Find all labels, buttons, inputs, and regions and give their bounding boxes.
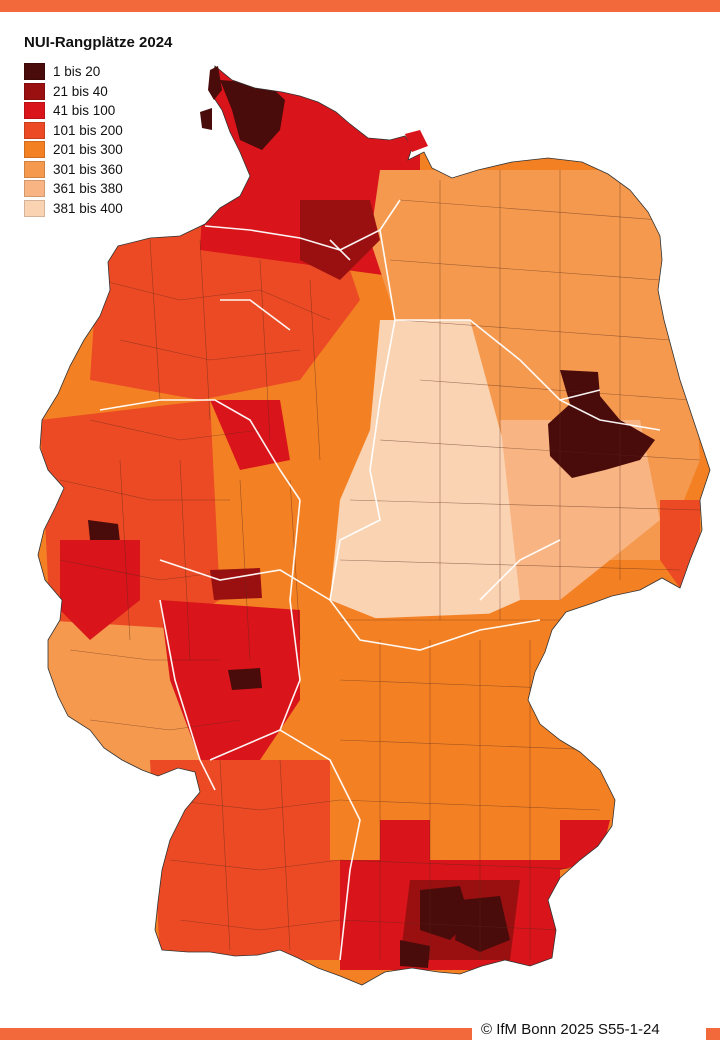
island-fehmarn: [405, 130, 428, 152]
legend-label: 101 bis 200: [53, 122, 123, 138]
legend: 1 bis 20 21 bis 40 41 bis 100 101 bis 20…: [24, 62, 123, 218]
legend-item: 381 bis 400: [24, 199, 123, 219]
legend-label: 301 bis 360: [53, 161, 123, 177]
legend-swatch: [24, 121, 45, 139]
legend-swatch: [24, 82, 45, 100]
legend-swatch: [24, 160, 45, 178]
legend-item: 301 bis 360: [24, 160, 123, 180]
legend-item: 1 bis 20: [24, 62, 123, 82]
legend-label: 201 bis 300: [53, 142, 123, 158]
legend-swatch: [24, 199, 45, 217]
legend-title: NUI-Rangplätze 2024: [24, 34, 173, 51]
bottom-accent-bar-right: [706, 1028, 720, 1040]
legend-swatch: [24, 141, 45, 159]
legend-item: 201 bis 300: [24, 140, 123, 160]
legend-item: 101 bis 200: [24, 121, 123, 141]
legend-swatch: [24, 102, 45, 120]
island-sylt: [208, 66, 222, 100]
legend-label: 1 bis 20: [53, 64, 101, 80]
copyright-credit: © IfM Bonn 2025 S55-1-24: [481, 1021, 660, 1038]
legend-item: 41 bis 100: [24, 101, 123, 121]
legend-swatch: [24, 63, 45, 81]
legend-swatch: [24, 180, 45, 198]
legend-label: 41 bis 100: [53, 103, 116, 119]
bottom-accent-bar-left: [0, 1028, 472, 1040]
top-accent-bar: [0, 0, 720, 12]
legend-label: 361 bis 380: [53, 181, 123, 197]
legend-item: 361 bis 380: [24, 179, 123, 199]
legend-label: 21 bis 40: [53, 83, 108, 99]
legend-label: 381 bis 400: [53, 200, 123, 216]
legend-item: 21 bis 40: [24, 82, 123, 102]
